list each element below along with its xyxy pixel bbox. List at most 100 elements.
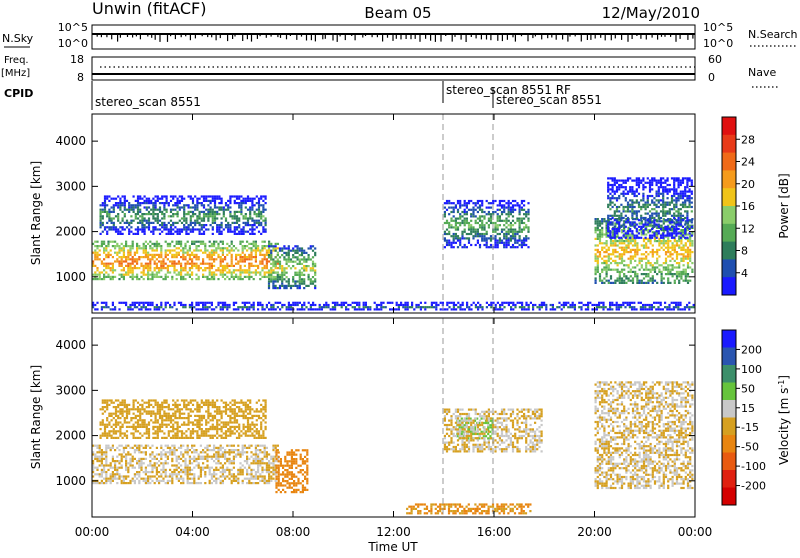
heatmap-cell	[629, 237, 631, 239]
heatmap-cell	[629, 188, 631, 190]
heatmap-cell	[686, 184, 688, 186]
heatmap-cell	[150, 209, 152, 211]
heatmap-cell	[323, 304, 325, 306]
heatmap-cell	[609, 308, 611, 310]
heatmap-cell	[160, 263, 162, 265]
heatmap-cell	[96, 256, 98, 258]
heatmap-cell	[155, 202, 157, 204]
heatmap-cell	[202, 462, 204, 464]
heatmap-cell	[182, 256, 184, 258]
heatmap-cell	[610, 244, 612, 246]
heatmap-cell	[691, 197, 693, 199]
heatmap-cell	[512, 302, 514, 304]
heatmap-cell	[177, 206, 179, 208]
heatmap-cell	[597, 220, 599, 222]
heatmap-cell	[94, 445, 96, 447]
heatmap-cell	[589, 302, 591, 304]
heatmap-cell	[231, 256, 233, 258]
heatmap-cell	[121, 475, 123, 477]
heatmap-cell	[516, 231, 518, 233]
heatmap-cell	[673, 188, 675, 190]
heatmap-cell	[268, 280, 270, 282]
heatmap-cell	[106, 222, 108, 224]
heatmap-cell	[248, 263, 250, 265]
heatmap-cell	[260, 204, 262, 206]
heatmap-cell	[492, 202, 494, 204]
heatmap-cell	[510, 302, 512, 304]
heatmap-cell	[683, 271, 685, 273]
heatmap-cell	[106, 211, 108, 213]
heatmap-cell	[483, 215, 485, 217]
heatmap-cell	[226, 267, 228, 269]
heatmap-cell	[239, 306, 241, 308]
heatmap-cell	[607, 204, 609, 206]
heatmap-cell	[616, 228, 618, 230]
heatmap-cell	[202, 302, 204, 304]
heatmap-cell	[305, 258, 307, 260]
heatmap-cell	[138, 475, 140, 477]
heatmap-cell	[132, 267, 134, 269]
heatmap-cell	[145, 249, 147, 251]
heatmap-cell	[198, 456, 200, 458]
heatmap-cell	[277, 254, 279, 256]
heatmap-cell	[157, 195, 159, 197]
heatmap-cell	[448, 202, 450, 204]
heatmap-cell	[275, 267, 277, 269]
heatmap-cell	[231, 265, 233, 267]
heatmap-cell	[608, 280, 610, 282]
heatmap-cell	[177, 228, 179, 230]
heatmap-cell	[481, 229, 483, 231]
heatmap-cell	[233, 249, 235, 251]
heatmap-cell	[124, 200, 126, 202]
heatmap-cell	[171, 451, 173, 453]
heatmap-cell	[634, 273, 636, 275]
heatmap-cell	[174, 226, 176, 228]
heatmap-cell	[104, 209, 106, 211]
heatmap-cell	[190, 224, 192, 226]
heatmap-cell	[503, 211, 505, 213]
heatmap-cell	[638, 219, 640, 221]
heatmap-cell	[218, 209, 220, 211]
heatmap-cell	[332, 306, 334, 308]
heatmap-cell	[669, 247, 671, 249]
heatmap-cell	[178, 243, 180, 245]
heatmap-cell	[207, 228, 209, 230]
heatmap-cell	[149, 267, 151, 269]
heatmap-cell	[94, 254, 96, 256]
heatmap-cell	[112, 265, 114, 267]
heatmap-cell	[210, 200, 212, 202]
heatmap-cell	[243, 228, 245, 230]
heatmap-cell	[178, 462, 180, 464]
heatmap-cell	[418, 304, 420, 306]
heatmap-cell	[149, 464, 151, 466]
heatmap-cell	[609, 215, 611, 217]
heatmap-cell	[190, 198, 192, 200]
heatmap-cell	[674, 273, 676, 275]
heatmap-cell	[99, 278, 101, 280]
heatmap-cell	[658, 226, 660, 228]
heatmap-cell	[653, 217, 655, 219]
heatmap-cell	[190, 215, 192, 217]
heatmap-cell	[660, 182, 662, 184]
heatmap-cell	[565, 304, 567, 306]
heatmap-cell	[132, 467, 134, 469]
heatmap-cell	[521, 229, 523, 231]
heatmap-cell	[145, 274, 147, 276]
heatmap-cell	[165, 471, 167, 473]
heatmap-cell	[143, 278, 145, 280]
heatmap-cell	[446, 308, 448, 310]
heatmap-cell	[606, 262, 608, 264]
heatmap-cell	[167, 254, 169, 256]
heatmap-cell	[156, 274, 158, 276]
heatmap-cell	[151, 458, 153, 460]
heatmap-cell	[112, 267, 114, 269]
heatmap-cell	[125, 304, 127, 306]
heatmap-cell	[258, 211, 260, 213]
heatmap-cell	[488, 224, 490, 226]
heatmap-cell	[99, 464, 101, 466]
heatmap-cell	[163, 215, 165, 217]
heatmap-cell	[686, 210, 688, 212]
heatmap-cell	[669, 260, 671, 262]
heatmap-cell	[639, 269, 641, 271]
heatmap-cell	[114, 306, 116, 308]
